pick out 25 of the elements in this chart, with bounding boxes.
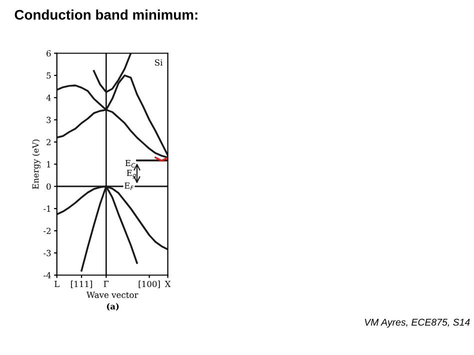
x-tick-label: X <box>164 280 171 288</box>
x-tick-label: [100] <box>138 280 160 288</box>
y-tick-label: 1 <box>47 161 50 168</box>
text: (a) <box>106 303 119 311</box>
annotation: E$_{g}$ <box>126 170 136 178</box>
text: VM Ayres, ECE875, S14 <box>364 318 470 328</box>
x-tick-label: L <box>54 280 60 288</box>
y-tick-label: -4 <box>44 272 51 278</box>
y-tick-label: 4 <box>46 94 51 101</box>
y-axis-title: Energy (eV) <box>32 140 40 189</box>
y-tick-label: -1 <box>44 206 50 212</box>
y-tick-label: 5 <box>46 72 51 79</box>
y-tick-label: -3 <box>44 250 51 256</box>
y-tick-label: -2 <box>44 228 51 234</box>
y-tick-label: 2 <box>46 138 51 146</box>
y-tick-label: 0 <box>46 183 51 190</box>
annotation: Si <box>155 59 163 66</box>
x-tick-label: [111] <box>71 280 92 288</box>
annotation: E$_{F}$ <box>124 182 134 190</box>
x-axis-title: Wave vector <box>86 292 138 298</box>
chart-title: Conduction band minimum: <box>14 10 198 20</box>
y-tick-label: 3 <box>46 116 51 124</box>
x-tick-label: Γ <box>104 280 109 288</box>
annotation: E$_{C}$ <box>125 160 136 168</box>
y-tick-label: 6 <box>46 50 51 57</box>
